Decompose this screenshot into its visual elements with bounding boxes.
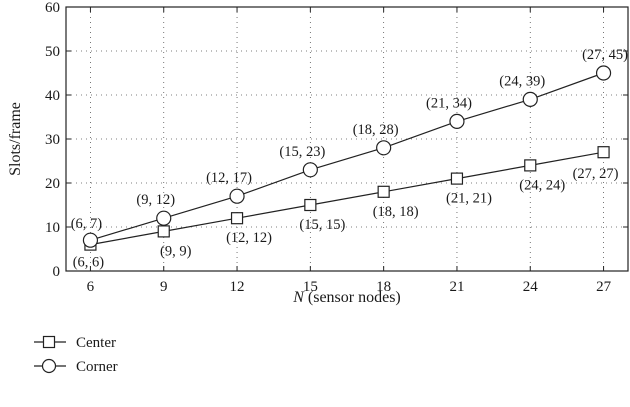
x-axis-label: N (sensor nodes) [292,289,401,306]
data-label-corner: (9, 12) [136,192,175,208]
legend-label-center: Center [76,335,116,351]
data-point-square [524,159,537,172]
x-tick-label: 27 [596,279,612,295]
data-point-circle [522,91,538,108]
legend-item-corner: Corner [34,358,118,375]
y-axis-label: Slots/frame [7,102,24,176]
y-tick-label: 50 [45,44,60,60]
legend-label-corner: Corner [76,359,118,375]
x-tick-label: 21 [449,279,464,295]
data-label-center: (6, 6) [73,255,105,271]
series [82,65,612,251]
data-label-center: (24, 24) [519,177,565,193]
x-tick-label: 18 [376,279,391,295]
data-point-circle [156,210,172,226]
data-point-circle [376,140,392,156]
grid [66,7,628,271]
y-tick-label: 10 [45,220,60,236]
x-axis-label-variable: N [292,289,305,306]
data-labels: (6, 7) (6, 6) (9, 12) (9, 9) (12, 17) (12, 12… [71,47,628,271]
x-axis-label-rest: (sensor nodes) [304,289,401,306]
data-point-square [230,212,244,225]
legend: Center Corner [34,335,118,375]
data-point-square [157,225,170,238]
data-label-corner: (12, 17) [206,170,252,186]
series-line-corner [90,72,604,241]
y-tick-label: 20 [45,176,60,192]
series-line-center [90,151,604,246]
data-label-center: (21, 21) [446,191,492,207]
y-tick-label: 60 [45,0,60,16]
data-label-corner: (27, 45) [582,47,628,63]
data-point-square [304,198,317,212]
legend-square-icon [42,335,56,349]
data-point-circle [302,162,318,178]
data-label-corner: (15, 23) [279,144,325,160]
y-tick-label: 30 [45,132,60,148]
x-tick-label: 9 [160,279,168,295]
data-point-square [377,185,390,198]
data-point-square [597,146,610,159]
data-label-corner: (6, 7) [71,216,103,232]
data-label-center: (15, 15) [299,217,345,233]
legend-item-center: Center [34,335,116,351]
axis-ticks: 6 9 12 15 18 21 24 27 0 10 20 30 40 50 60 [45,0,628,295]
legend-circle-icon [41,358,57,374]
data-label-corner: (24, 39) [499,73,545,89]
data-point-circle [595,65,612,81]
x-tick-label: 6 [87,279,95,295]
data-label-center: (27, 27) [573,166,619,182]
data-label-center: (9, 9) [160,243,192,259]
data-label-center: (18, 18) [373,204,419,220]
data-point-circle [449,113,465,130]
data-label-corner: (21, 34) [426,95,472,111]
data-point-circle [82,232,99,248]
data-label-corner: (18, 28) [353,122,399,138]
y-tick-label: 40 [45,88,60,104]
data-point-circle [229,188,245,204]
x-tick-label: 15 [303,279,318,295]
y-tick-label: 0 [53,264,61,280]
data-label-center: (12, 12) [226,230,272,246]
x-tick-label: 24 [523,279,539,295]
x-tick-label: 12 [230,279,245,295]
data-point-square [450,172,464,185]
